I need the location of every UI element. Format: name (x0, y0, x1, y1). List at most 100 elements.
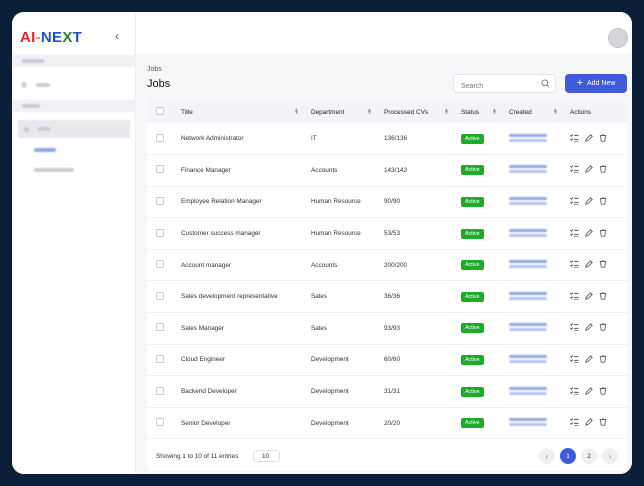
edit-icon[interactable] (585, 133, 593, 144)
search-input[interactable] (454, 78, 534, 95)
job-title[interactable]: Sales Manager (181, 324, 224, 332)
sort-icon[interactable]: ▲ ▼ (367, 107, 372, 116)
page-title: Jobs (147, 78, 171, 90)
select-all-checkbox[interactable] (156, 107, 164, 115)
table-row[interactable]: Account manager Accounts 200/200 Active (147, 249, 627, 281)
job-title[interactable]: Sales development representative (181, 293, 278, 301)
delete-icon[interactable] (599, 229, 607, 239)
table-row[interactable]: Cloud Engineer Development 60/60 Active (147, 344, 627, 376)
job-department: Human Resource (311, 198, 361, 206)
sidebar-subitem-active[interactable] (34, 148, 56, 152)
delete-icon[interactable] (599, 165, 607, 175)
table-row[interactable]: Senior Developer Development 20/20 Active (147, 407, 627, 439)
breadcrumb[interactable]: Jobs (147, 66, 162, 73)
delete-icon[interactable] (599, 386, 607, 397)
row-checkbox[interactable] (156, 323, 164, 332)
per-page-select[interactable]: 10 (253, 450, 280, 462)
delete-icon[interactable] (599, 260, 607, 270)
row-checkbox[interactable] (156, 291, 164, 300)
table-row[interactable]: Network Administrator IT 136/136 Active (147, 123, 627, 155)
job-title[interactable]: Backend Developer (181, 388, 237, 396)
row-checkbox[interactable] (156, 133, 164, 142)
delete-icon[interactable] (599, 323, 607, 333)
add-new-button[interactable]: + Add New (565, 74, 627, 93)
created-date (509, 163, 547, 175)
column-header-department[interactable]: Department ▲ ▼ (311, 107, 372, 116)
status-badge: Active (461, 386, 484, 397)
edit-icon[interactable] (585, 418, 593, 428)
view-cvs-icon[interactable] (570, 323, 579, 333)
column-header-processed-cvs[interactable]: Processed CVs ▲ ▼ (384, 107, 449, 116)
delete-icon[interactable] (599, 197, 607, 207)
job-title[interactable]: Employee Relation Manager (181, 198, 262, 206)
avatar[interactable] (608, 28, 628, 48)
table-row[interactable]: Backend Developer Development 31/31 Active (147, 376, 627, 408)
view-cvs-icon[interactable] (570, 386, 579, 397)
view-cvs-icon[interactable] (570, 355, 579, 365)
sidebar-section-header (12, 100, 136, 112)
edit-icon[interactable] (585, 165, 593, 175)
table-row[interactable]: Finance Manager Accounts 143/143 Active (147, 155, 627, 187)
column-header-status[interactable]: Status ▲ ▼ (461, 107, 497, 116)
edit-icon[interactable] (585, 292, 593, 302)
sort-icon[interactable]: ▲ ▼ (444, 107, 449, 116)
processed-cvs: 136/136 (384, 135, 408, 143)
table-row[interactable]: Employee Relation Manager Human Resource 9… (147, 186, 627, 218)
edit-icon[interactable] (585, 260, 593, 270)
processed-cvs: 36/36 (384, 293, 400, 301)
edit-icon[interactable] (585, 355, 593, 365)
table-footer: Showing 1 to 10 of 11 entries 10 ‹ 1 2 › (147, 448, 627, 470)
edit-icon[interactable] (585, 323, 593, 333)
table-header-row: Title ▲ ▼ Department ▲ ▼ Processed CVs ▲ ▼ Sta… (147, 101, 627, 123)
sort-icon[interactable]: ▲ ▼ (553, 107, 558, 116)
delete-icon[interactable] (599, 355, 607, 365)
row-checkbox[interactable] (156, 418, 164, 427)
sidebar-item-user[interactable] (22, 82, 26, 88)
job-title[interactable]: Senior Developer (181, 419, 231, 427)
view-cvs-icon[interactable] (570, 133, 579, 144)
job-department: Sales (311, 293, 327, 301)
job-department: Accounts (311, 166, 338, 174)
pagination-next-button[interactable]: › (602, 448, 618, 464)
view-cvs-icon[interactable] (570, 260, 579, 270)
column-header-actions: Actions (570, 108, 591, 116)
search-icon[interactable] (541, 79, 550, 88)
row-checkbox[interactable] (156, 228, 164, 237)
sort-icon[interactable]: ▲ ▼ (492, 107, 497, 116)
row-checkbox[interactable] (156, 196, 164, 205)
view-cvs-icon[interactable] (570, 291, 579, 302)
job-department: Accounts (311, 261, 338, 269)
view-cvs-icon[interactable] (570, 197, 579, 207)
delete-icon[interactable] (599, 418, 607, 428)
edit-icon[interactable] (585, 197, 593, 207)
row-checkbox[interactable] (156, 386, 164, 395)
view-cvs-icon[interactable] (570, 165, 579, 175)
row-checkbox[interactable] (156, 260, 164, 269)
table-row[interactable]: Customer success manager Human Resource 53… (147, 218, 627, 250)
delete-icon[interactable] (599, 292, 607, 302)
job-title[interactable]: Cloud Engineer (181, 356, 226, 364)
chevron-left-icon[interactable]: ‹ (115, 29, 119, 43)
job-title[interactable]: Network Administrator (181, 135, 244, 143)
column-header-created[interactable]: Created ▲ ▼ (509, 107, 558, 116)
edit-icon[interactable] (585, 386, 593, 397)
job-title[interactable]: Finance Manager (181, 166, 231, 174)
sort-icon[interactable]: ▲ ▼ (294, 107, 299, 116)
table-row[interactable]: Sales Manager Sales 93/93 Active (147, 313, 627, 345)
job-title[interactable]: Account manager (181, 261, 232, 269)
pagination-page-2[interactable]: 2 (581, 448, 597, 464)
delete-icon[interactable] (599, 133, 607, 144)
row-checkbox[interactable] (156, 165, 164, 174)
table-row[interactable]: Sales development representative Sales 36/… (147, 281, 627, 313)
row-checkbox[interactable] (156, 354, 164, 363)
sidebar-item-jobs[interactable] (18, 120, 130, 138)
job-title[interactable]: Customer success manager (181, 230, 261, 238)
column-header-title[interactable]: Title ▲ ▼ (181, 107, 299, 116)
processed-cvs: 60/60 (384, 356, 400, 364)
view-cvs-icon[interactable] (570, 228, 579, 239)
pagination-page-1[interactable]: 1 (560, 448, 576, 464)
edit-icon[interactable] (585, 228, 593, 239)
sidebar-subitem-departments[interactable] (34, 168, 74, 172)
pagination-prev-button[interactable]: ‹ (539, 448, 555, 464)
view-cvs-icon[interactable] (570, 418, 579, 428)
